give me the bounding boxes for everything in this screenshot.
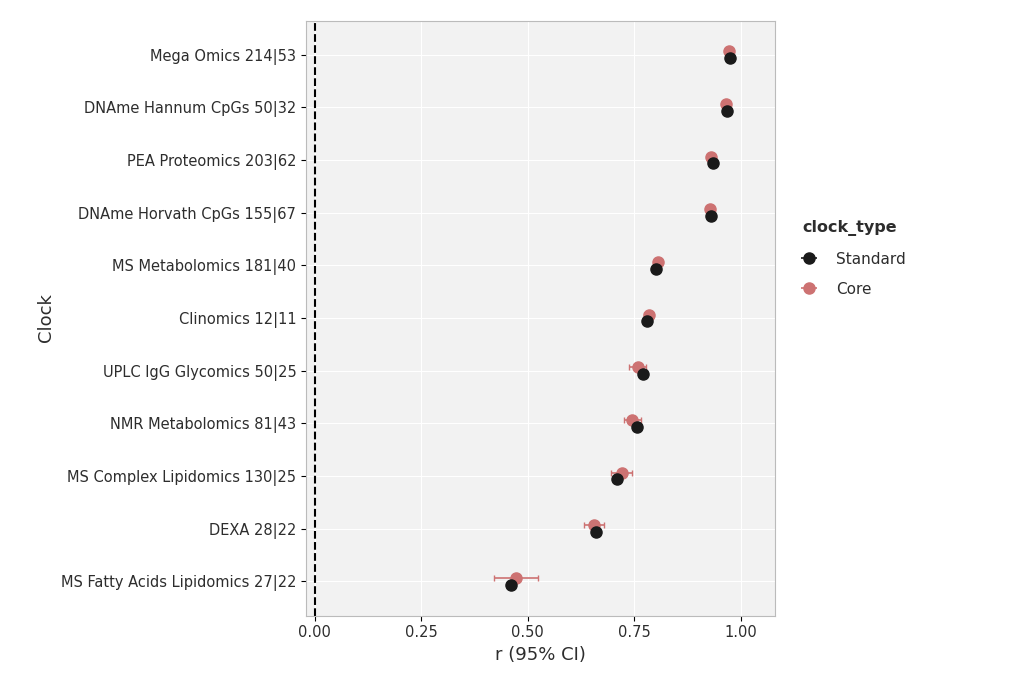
Legend: Standard, Core: Standard, Core (787, 214, 911, 303)
X-axis label: r (95% CI): r (95% CI) (494, 646, 586, 664)
Y-axis label: Clock: Clock (37, 293, 55, 343)
